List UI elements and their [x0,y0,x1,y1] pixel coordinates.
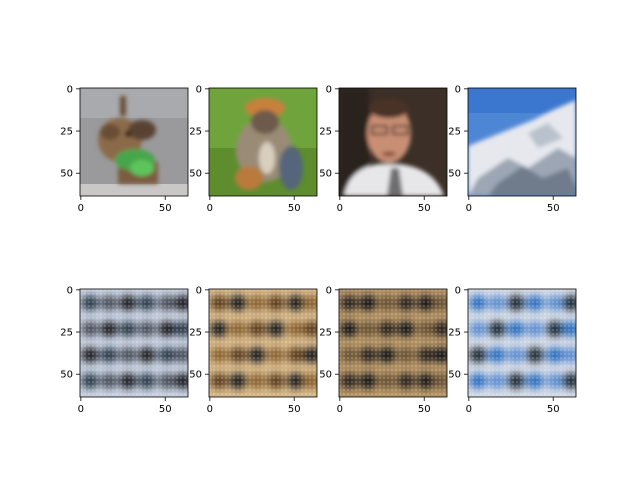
y-tick-label: 25 [60,127,73,138]
y-tick-label: 50 [189,169,202,180]
y-tick-label: 0 [455,285,461,296]
y-tick-label: 25 [60,328,73,339]
y-tick-label: 0 [67,84,73,95]
y-tick-label: 50 [319,370,332,381]
subplot-r1-c3: 0 50 0 25 50 [448,285,577,415]
axes-frame [338,288,448,398]
subplot-image [468,88,576,196]
subplot-r0-c0: 0 50 0 25 50 [60,84,189,214]
y-tick-label: 50 [448,169,461,180]
x-tick-label: 50 [159,203,172,214]
subplot-image [468,289,576,397]
subplot-r1-c1: 0 50 0 25 50 [189,285,318,415]
x-tick-label: 50 [547,203,560,214]
axes-frame [467,288,577,398]
x-tick-label: 50 [547,404,560,415]
y-tick-label: 50 [60,370,73,381]
y-tick-label: 25 [189,328,202,339]
x-tick-label: 50 [159,404,172,415]
subplot-image [80,88,188,196]
subplot-image [339,289,447,397]
subplot-r1-c2: 0 50 0 25 50 [319,285,448,415]
x-tick-label: 0 [337,404,343,415]
x-tick-label: 0 [207,404,213,415]
x-tick-label: 0 [207,203,213,214]
subplot-image [339,88,447,196]
y-tick-label: 25 [319,127,332,138]
x-tick-label: 0 [466,203,472,214]
y-tick-label: 0 [67,285,73,296]
y-tick-label: 25 [319,328,332,339]
x-tick-label: 0 [466,404,472,415]
x-tick-label: 0 [337,203,343,214]
y-tick-label: 0 [196,285,202,296]
y-tick-label: 50 [319,169,332,180]
y-tick-label: 0 [196,84,202,95]
x-tick-label: 0 [78,203,84,214]
y-tick-label: 25 [189,127,202,138]
y-tick-label: 0 [455,84,461,95]
axes-frame [208,87,318,197]
subplot-r1-c0: 0 50 0 25 50 [60,285,189,415]
y-tick-label: 25 [448,127,461,138]
y-tick-label: 0 [326,285,332,296]
axes-frame [79,87,189,197]
x-tick-label: 50 [418,203,431,214]
subplot-r0-c1: 0 50 0 25 50 [189,84,318,214]
axes-frame [467,87,577,197]
x-tick-label: 0 [78,404,84,415]
subplot-r0-c2: 0 50 0 25 50 [319,84,448,214]
x-tick-label: 50 [418,404,431,415]
subplot-image [209,88,317,196]
axes-frame [208,288,318,398]
y-tick-label: 50 [60,169,73,180]
subplot-r0-c3: 0 50 0 25 50 [448,84,577,214]
subplot-image [80,289,188,397]
y-tick-label: 0 [326,84,332,95]
y-tick-label: 50 [189,370,202,381]
y-tick-label: 50 [448,370,461,381]
axes-frame [79,288,189,398]
subplot-grid: 0 50 0 25 50 0 50 0 25 50 0 50 0 25 50 0 50 0 25 50 0 50 0 25 50… [60,84,577,415]
axes-frame [338,87,448,197]
x-tick-label: 50 [288,203,301,214]
subplot-image [209,289,317,397]
x-tick-label: 50 [288,404,301,415]
y-tick-label: 25 [448,328,461,339]
